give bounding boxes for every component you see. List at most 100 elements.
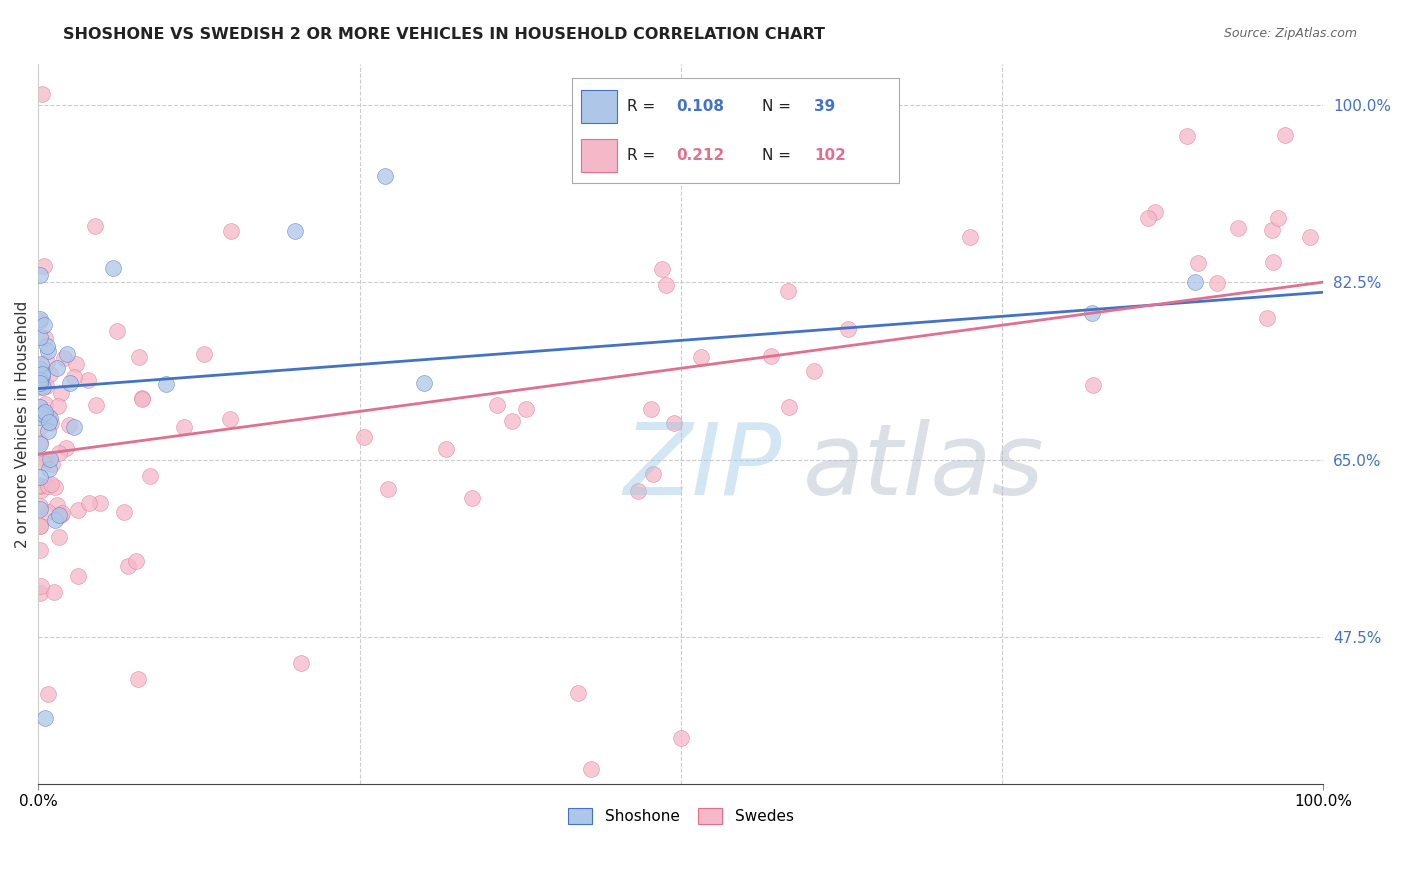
Point — [28, 502, 51, 516]
Point — [131, 392, 153, 406]
Point — [837, 322, 859, 336]
Point — [193, 347, 215, 361]
Point — [127, 672, 149, 686]
Point — [131, 392, 153, 407]
Point — [117, 558, 139, 573]
Point — [105, 324, 128, 338]
Point — [627, 483, 650, 498]
Point — [643, 467, 665, 481]
Point — [28, 420, 51, 434]
Point — [34, 259, 56, 273]
Point — [28, 543, 51, 558]
Point — [67, 503, 90, 517]
Point — [112, 506, 135, 520]
Point — [30, 586, 52, 600]
Point — [55, 441, 77, 455]
Point — [28, 478, 51, 492]
Point — [173, 419, 195, 434]
Point — [48, 530, 70, 544]
Point — [84, 398, 107, 412]
Point — [669, 731, 692, 746]
Point — [46, 498, 69, 512]
Point — [28, 499, 51, 513]
Point — [28, 311, 51, 326]
Point — [485, 398, 508, 412]
Point — [38, 451, 60, 466]
Point — [959, 229, 981, 244]
Point — [125, 553, 148, 567]
Point — [28, 479, 51, 493]
Point — [37, 343, 59, 358]
Point — [44, 584, 66, 599]
Point — [58, 417, 80, 432]
Point — [290, 656, 312, 670]
Point — [155, 377, 177, 392]
Point — [651, 261, 673, 276]
Point — [56, 347, 79, 361]
Point — [53, 351, 76, 365]
Point — [1226, 220, 1249, 235]
Point — [28, 376, 51, 390]
Point — [139, 469, 162, 483]
Point — [35, 378, 58, 392]
Point — [501, 414, 523, 428]
Point — [31, 87, 53, 102]
Point — [48, 508, 70, 523]
Point — [62, 369, 84, 384]
Point — [30, 483, 52, 498]
Point — [219, 224, 242, 238]
Point — [778, 400, 800, 414]
Point — [28, 330, 51, 344]
Text: atlas: atlas — [803, 418, 1045, 516]
Point — [28, 437, 51, 451]
Point — [1081, 378, 1104, 392]
Point — [51, 506, 73, 520]
Point — [34, 331, 56, 345]
Point — [35, 355, 58, 369]
Point — [1184, 275, 1206, 289]
Point — [1081, 305, 1104, 319]
Point — [63, 419, 86, 434]
Point — [28, 361, 51, 376]
Point — [1261, 223, 1284, 237]
Point — [28, 469, 51, 483]
Point — [28, 409, 51, 424]
Point — [28, 519, 51, 533]
Legend: Shoshone, Swedes: Shoshone, Swedes — [562, 802, 800, 830]
Point — [39, 477, 62, 491]
Point — [515, 401, 537, 416]
Point — [34, 405, 56, 419]
Point — [77, 373, 100, 387]
Point — [38, 462, 60, 476]
Point — [778, 285, 800, 299]
Point — [31, 380, 53, 394]
Point — [664, 416, 686, 430]
Point — [101, 260, 124, 275]
Point — [44, 513, 66, 527]
Point — [84, 219, 107, 234]
Point — [30, 518, 52, 533]
Point — [89, 496, 111, 510]
Point — [37, 687, 59, 701]
Point — [1175, 129, 1198, 144]
Point — [640, 402, 662, 417]
Point — [49, 508, 72, 522]
Point — [31, 369, 53, 384]
Point — [46, 399, 69, 413]
Point — [48, 446, 70, 460]
Point — [1137, 211, 1160, 225]
Point — [567, 686, 589, 700]
Point — [49, 385, 72, 400]
Point — [38, 415, 60, 429]
Point — [1187, 255, 1209, 269]
Point — [66, 568, 89, 582]
Point — [28, 435, 51, 450]
Point — [461, 491, 484, 505]
Point — [579, 762, 602, 776]
Point — [59, 376, 82, 391]
Point — [37, 479, 59, 493]
Point — [34, 409, 56, 423]
Point — [39, 368, 62, 382]
Point — [41, 457, 63, 471]
Point — [31, 407, 53, 421]
